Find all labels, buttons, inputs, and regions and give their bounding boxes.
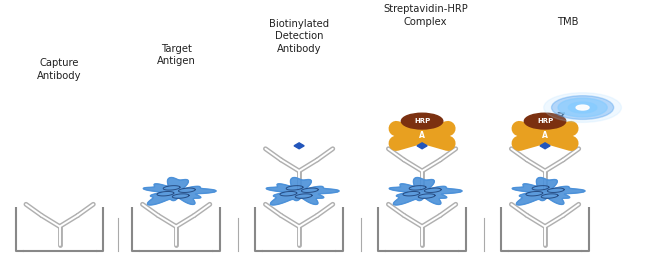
Circle shape xyxy=(525,113,566,129)
Text: Capture
Antibody: Capture Antibody xyxy=(38,58,82,81)
Text: A: A xyxy=(419,132,425,140)
Polygon shape xyxy=(143,178,216,205)
Text: HRP: HRP xyxy=(414,118,430,124)
Polygon shape xyxy=(389,178,462,205)
Polygon shape xyxy=(540,143,550,149)
Polygon shape xyxy=(417,143,427,149)
Polygon shape xyxy=(294,143,304,149)
Circle shape xyxy=(568,102,597,113)
Circle shape xyxy=(544,93,621,122)
Text: A: A xyxy=(542,132,548,140)
Circle shape xyxy=(552,96,614,119)
Text: HRP: HRP xyxy=(537,118,553,124)
Text: Biotinylated
Detection
Antibody: Biotinylated Detection Antibody xyxy=(269,19,329,54)
Circle shape xyxy=(576,105,589,110)
Circle shape xyxy=(401,113,443,129)
Circle shape xyxy=(558,98,607,117)
Polygon shape xyxy=(512,178,585,205)
Text: Target
Antigen: Target Antigen xyxy=(157,44,196,66)
Text: Streptavidin-HRP
Complex: Streptavidin-HRP Complex xyxy=(383,4,468,27)
Text: TMB: TMB xyxy=(557,17,578,27)
Polygon shape xyxy=(266,178,339,205)
